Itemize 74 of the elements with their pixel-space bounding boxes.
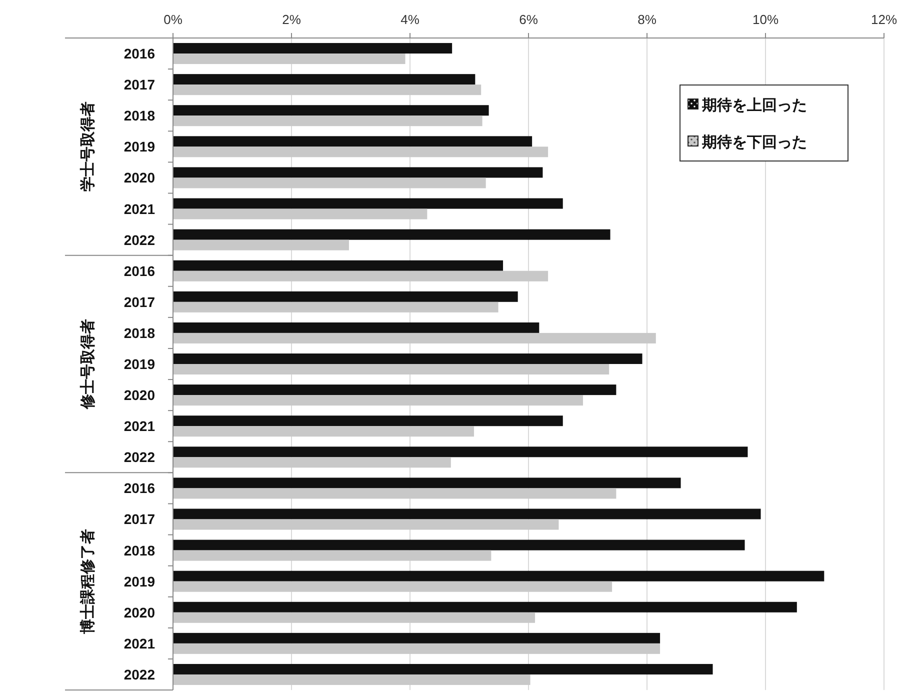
bar bbox=[173, 178, 486, 188]
bar bbox=[173, 488, 616, 499]
y-tick-label: 2017 bbox=[124, 511, 156, 528]
bar bbox=[173, 54, 406, 64]
bar bbox=[173, 322, 540, 333]
bar bbox=[173, 446, 748, 458]
x-tick-label: 4% bbox=[400, 12, 420, 27]
bar bbox=[173, 291, 518, 302]
y-tick-label: 2016 bbox=[124, 46, 156, 62]
bar bbox=[173, 146, 548, 158]
x-tick-label: 10% bbox=[752, 12, 779, 27]
bar bbox=[173, 198, 563, 209]
bar bbox=[173, 540, 745, 550]
bar bbox=[173, 74, 476, 85]
bar bbox=[173, 612, 536, 623]
bar bbox=[173, 43, 452, 54]
bar bbox=[173, 508, 761, 520]
bar bbox=[173, 581, 612, 592]
y-tick-label: 2022 bbox=[124, 666, 156, 682]
bar bbox=[173, 632, 660, 644]
y-tick-label: 2020 bbox=[124, 170, 156, 186]
y-tick-label: 2021 bbox=[124, 635, 156, 652]
bar bbox=[173, 84, 482, 96]
bar bbox=[173, 240, 349, 250]
bar bbox=[173, 270, 548, 282]
bar bbox=[173, 260, 504, 271]
y-tick-label: 2016 bbox=[124, 480, 156, 496]
x-tick-label: 6% bbox=[519, 12, 538, 27]
bar bbox=[173, 229, 610, 240]
bar bbox=[173, 570, 824, 582]
y-tick-label: 2016 bbox=[124, 262, 156, 279]
y-tick-label: 2018 bbox=[124, 324, 156, 341]
bar bbox=[173, 116, 482, 126]
x-tick-label: 8% bbox=[638, 12, 657, 27]
y-tick-label: 2017 bbox=[124, 76, 156, 93]
bar bbox=[173, 457, 451, 468]
y-tick-label: 2019 bbox=[124, 356, 156, 372]
y-tick-label: 2019 bbox=[124, 138, 156, 155]
x-tick-label: 12% bbox=[870, 12, 898, 27]
bar bbox=[173, 426, 474, 437]
bar bbox=[173, 674, 530, 685]
bar bbox=[173, 364, 610, 374]
bar bbox=[173, 478, 681, 488]
bar bbox=[173, 354, 642, 364]
bar bbox=[173, 302, 498, 312]
y-tick-label: 2017 bbox=[124, 294, 156, 310]
text: 博士課程修了者 bbox=[80, 528, 96, 635]
text: 学士号取得者 bbox=[80, 102, 96, 192]
bar bbox=[173, 519, 559, 530]
bar bbox=[173, 664, 713, 674]
bar bbox=[173, 105, 489, 116]
legend: 期待を上回った 期待を下回った bbox=[680, 84, 848, 162]
bar bbox=[173, 167, 543, 178]
x-tick-label: 2% bbox=[282, 12, 302, 27]
y-tick-label: 2022 bbox=[124, 232, 156, 248]
bar bbox=[173, 602, 797, 612]
y-tick-label: 2022 bbox=[124, 449, 156, 466]
x-tick-label: 0% bbox=[164, 12, 183, 27]
bar bbox=[173, 550, 492, 561]
y-tick-label: 2019 bbox=[124, 573, 156, 590]
bar bbox=[173, 384, 616, 396]
bar bbox=[173, 136, 532, 147]
bar bbox=[173, 416, 563, 426]
y-tick-label: 2021 bbox=[124, 200, 156, 217]
y-tick-label: 2018 bbox=[124, 542, 156, 558]
y-tick-label: 2020 bbox=[124, 387, 156, 404]
bar bbox=[173, 643, 660, 654]
y-tick-label: 2021 bbox=[124, 418, 156, 434]
bar bbox=[173, 208, 428, 220]
y-tick-label: 2020 bbox=[124, 604, 156, 620]
text: 修士号取得者 bbox=[80, 319, 96, 410]
bar bbox=[173, 395, 584, 406]
bar bbox=[173, 332, 656, 344]
y-tick-label: 2018 bbox=[124, 108, 156, 124]
